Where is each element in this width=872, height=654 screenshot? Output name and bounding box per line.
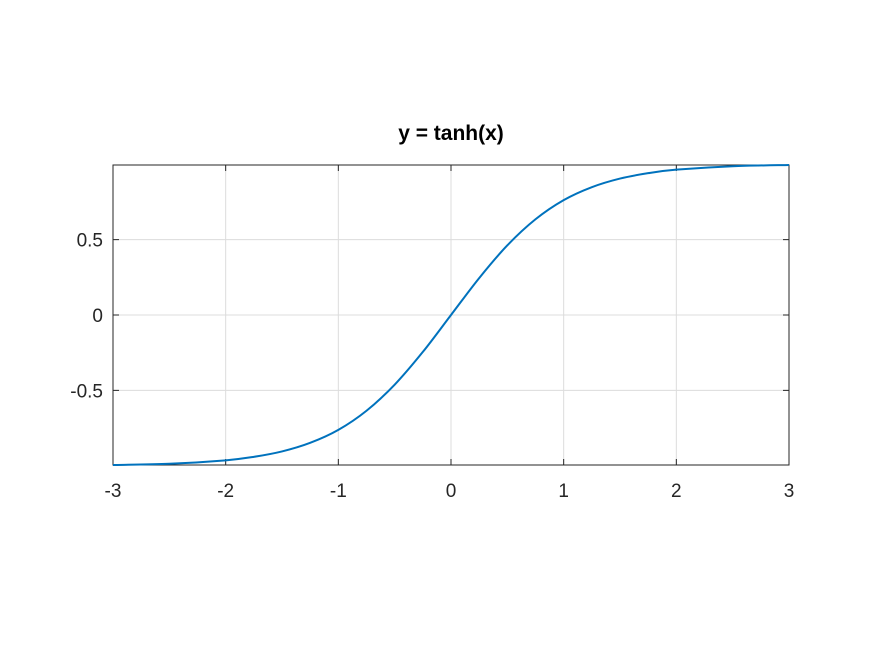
axis-ticks <box>112 165 790 465</box>
x-tick-label: 3 <box>784 481 795 502</box>
x-tick-label: -3 <box>105 481 122 502</box>
x-tick-label: -2 <box>217 481 234 502</box>
x-tick-label: -1 <box>330 481 347 502</box>
x-axis-tick-labels: -3 -2 -1 0 1 2 3 <box>105 481 795 502</box>
y-tick-label: 0 <box>92 306 103 327</box>
y-axis-tick-labels: -0.5 0 0.5 <box>70 231 103 403</box>
y-tick-label: 0.5 <box>77 231 103 252</box>
series-line-tanh <box>112 164 790 466</box>
x-tick-label: 1 <box>558 481 569 502</box>
x-tick-label: 0 <box>446 481 457 502</box>
x-tick-label: 2 <box>671 481 682 502</box>
y-tick-label: -0.5 <box>70 381 103 402</box>
chart-title: y = tanh(x) <box>398 122 504 145</box>
